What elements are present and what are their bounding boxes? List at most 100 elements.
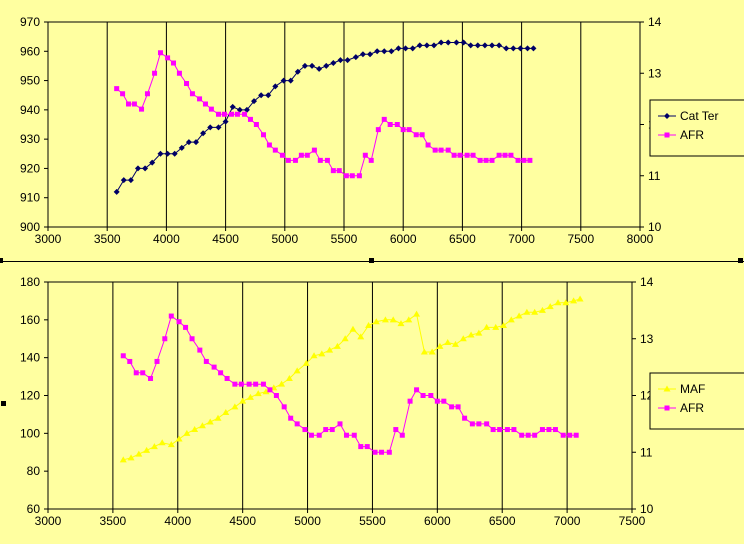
data-point <box>460 39 467 46</box>
data-point <box>203 358 209 364</box>
x-tick-label: 4000 <box>164 514 191 528</box>
data-point <box>285 157 291 163</box>
data-point <box>406 127 412 133</box>
data-point <box>530 45 537 52</box>
data-point <box>140 370 146 376</box>
data-point <box>352 54 359 61</box>
data-point <box>344 57 351 64</box>
data-point <box>214 414 222 421</box>
data-point <box>462 415 468 421</box>
data-point <box>343 432 349 438</box>
data-point <box>207 124 214 131</box>
data-point <box>432 147 438 153</box>
data-point <box>430 42 437 49</box>
data-point <box>253 122 259 127</box>
y-tick-label: 60 <box>27 502 41 516</box>
data-point <box>349 173 355 179</box>
data-point <box>236 106 243 113</box>
data-point <box>281 404 287 410</box>
data-point <box>405 316 413 323</box>
data-point <box>438 147 444 153</box>
data-point <box>168 313 174 319</box>
data-point <box>114 86 120 92</box>
data-point <box>175 435 183 442</box>
data-point <box>234 111 240 117</box>
data-point <box>407 398 413 404</box>
y2-tick-label: 14 <box>648 15 662 29</box>
data-point <box>351 432 357 438</box>
data-point <box>206 418 214 425</box>
data-point <box>324 157 330 163</box>
data-point <box>453 39 460 46</box>
data-point <box>337 57 344 64</box>
data-point <box>393 427 399 433</box>
data-point <box>425 142 431 148</box>
data-point <box>258 92 265 99</box>
x-tick-label: 4500 <box>212 232 239 246</box>
y2-tick-label: 14 <box>640 275 654 289</box>
legend-box <box>649 99 744 157</box>
data-point <box>343 173 349 179</box>
data-point <box>489 157 495 163</box>
data-point <box>521 157 527 163</box>
data-point <box>419 132 425 138</box>
data-point <box>120 177 127 184</box>
data-point <box>191 426 199 433</box>
data-point <box>413 310 421 317</box>
data-point <box>178 144 185 151</box>
data-point <box>546 303 554 310</box>
data-point <box>260 132 266 138</box>
data-point <box>189 336 195 342</box>
data-point <box>445 147 451 153</box>
y2-tick-label: 13 <box>640 332 654 346</box>
data-point <box>171 60 177 66</box>
data-point <box>133 370 139 376</box>
data-point <box>311 147 317 153</box>
data-point <box>438 39 445 46</box>
data-point <box>280 77 287 84</box>
data-point <box>292 157 298 163</box>
data-point <box>310 352 318 359</box>
legend-marker <box>664 132 670 138</box>
data-point <box>243 106 250 113</box>
data-point <box>496 42 503 49</box>
data-point <box>510 45 517 52</box>
data-point <box>309 62 316 69</box>
data-point <box>302 359 310 366</box>
y-tick-label: 930 <box>20 132 40 146</box>
data-point <box>246 393 254 400</box>
data-point <box>316 432 322 438</box>
data-point <box>202 101 208 107</box>
data-point <box>157 150 164 157</box>
y2-tick-label: 10 <box>640 502 654 516</box>
data-point <box>570 297 578 304</box>
data-point <box>481 42 488 49</box>
y-tick-label: 900 <box>20 220 40 234</box>
y-tick-label: 950 <box>20 74 40 88</box>
plot-area <box>47 281 633 510</box>
data-point <box>531 308 539 315</box>
data-point <box>477 157 483 163</box>
y-tick-label: 160 <box>20 313 40 327</box>
data-point <box>434 398 440 404</box>
data-point <box>197 96 203 102</box>
data-point <box>524 45 531 52</box>
data-point <box>349 325 357 332</box>
data-point <box>483 323 491 330</box>
data-point <box>222 118 229 125</box>
data-point <box>218 370 224 376</box>
x-tick-label: 5500 <box>359 514 386 528</box>
data-point <box>395 45 402 52</box>
data-point <box>239 397 247 404</box>
data-point <box>502 152 508 158</box>
data-point <box>357 333 365 340</box>
series-afr <box>120 313 579 455</box>
data-point <box>302 427 308 433</box>
x-tick-label: 8000 <box>627 232 654 246</box>
data-point <box>287 77 294 84</box>
data-point <box>326 346 334 353</box>
data-point <box>323 62 330 69</box>
y-tick-label: 920 <box>20 161 40 175</box>
legend-label: Cat Ter <box>680 109 718 123</box>
